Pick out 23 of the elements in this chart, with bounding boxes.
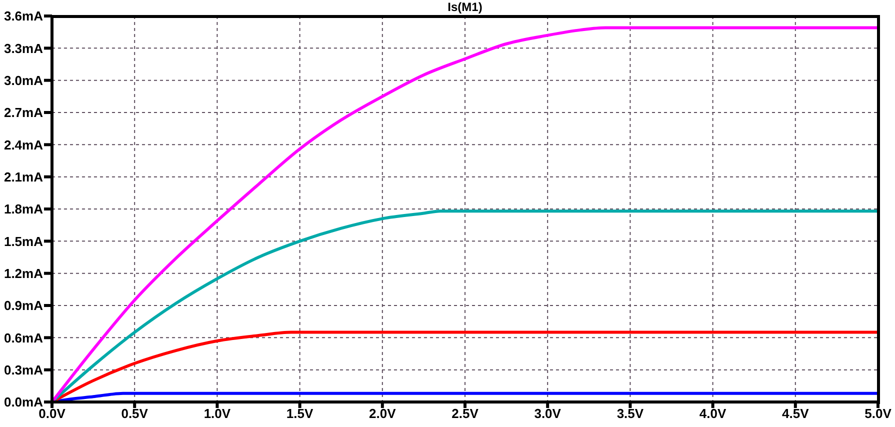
x-tick-label: 4.0V: [699, 406, 726, 422]
x-tick-label: 3.5V: [616, 406, 644, 422]
x-tick-label: 2.0V: [369, 406, 396, 422]
x-tick-label: 3.0V: [534, 406, 562, 422]
y-tick-label: 0.9mA: [4, 298, 44, 314]
y-tick-label: 0.6mA: [4, 330, 44, 346]
x-tick-label: 5.0V: [864, 406, 892, 422]
y-tick-label: 3.6mA: [4, 8, 44, 24]
x-tick-label: 2.5V: [452, 406, 479, 422]
y-tick-label: 2.4mA: [4, 137, 44, 152]
chart-title: Is(M1): [446, 0, 484, 14]
y-tick-label: 1.2mA: [4, 266, 44, 281]
y-tick-label: 2.1mA: [4, 169, 44, 184]
y-tick-label: 1.8mA: [4, 202, 44, 217]
x-tick-label: 4.5V: [782, 406, 810, 422]
x-tick-label: 0.5V: [121, 406, 148, 422]
y-tick-label: 2.7mA: [4, 105, 44, 120]
x-tick-label: 1.0V: [204, 406, 231, 422]
y-tick-label: 0.3mA: [4, 362, 44, 378]
y-tick-label: 1.5mA: [4, 234, 44, 249]
y-tick-label: 3.3mA: [4, 40, 44, 56]
y-tick-label: 3.0mA: [4, 72, 44, 88]
x-tick-label: 1.5V: [286, 406, 314, 422]
